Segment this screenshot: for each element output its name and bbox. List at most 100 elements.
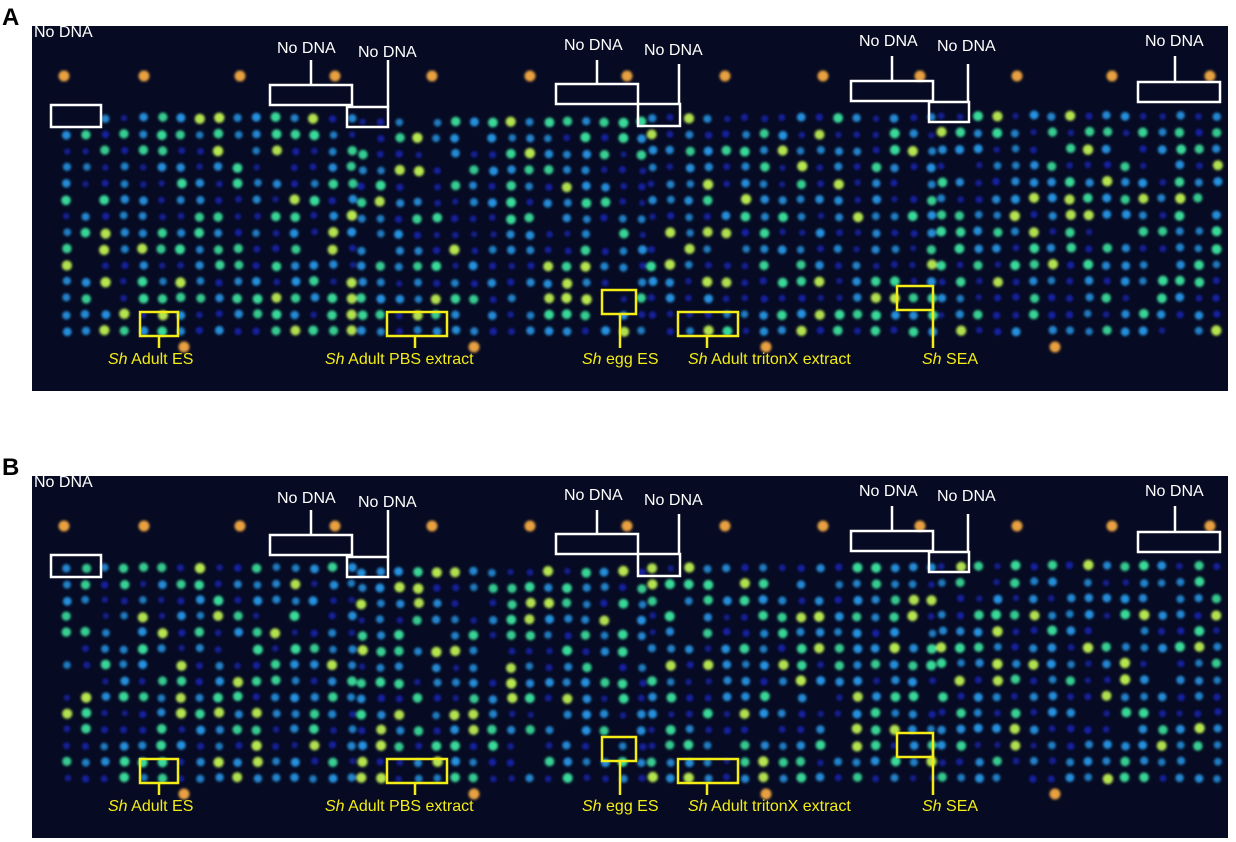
array-spot: [795, 675, 807, 686]
array-spot: [489, 166, 499, 176]
array-spot: [101, 262, 109, 270]
array-spot: [1157, 275, 1168, 286]
array-spot: [524, 213, 534, 223]
array-spot: [668, 711, 675, 718]
array-spot: [581, 615, 590, 624]
array-spot: [100, 659, 111, 670]
array-spot: [310, 629, 318, 637]
array-spot: [348, 194, 358, 204]
array-spot: [452, 694, 459, 702]
array-spot: [739, 578, 751, 589]
array-spot: [348, 178, 358, 189]
array-spot: [252, 756, 263, 767]
array-spot: [62, 327, 72, 337]
array-spot: [507, 294, 516, 303]
array-spot: [450, 180, 461, 191]
array-spot: [543, 598, 555, 609]
array-spot: [835, 131, 842, 138]
array-spot: [1085, 178, 1094, 187]
array-spot: [665, 740, 675, 750]
array-spot: [1102, 579, 1110, 587]
array-spot: [508, 134, 517, 142]
array-spot: [100, 563, 109, 572]
array-spot: [870, 756, 880, 766]
array-spot: [890, 326, 898, 334]
array-spot: [102, 678, 109, 685]
array-spot: [1121, 693, 1129, 702]
array-spot: [759, 645, 768, 653]
array-spot: [545, 614, 554, 624]
array-spot: [450, 740, 460, 751]
array-spot: [450, 133, 459, 143]
array-spot: [81, 278, 91, 287]
antigen-label-sea: Sh SEA: [922, 798, 979, 815]
array-spot: [394, 662, 403, 671]
array-spot: [956, 611, 965, 620]
no-dna-label: No DNA: [564, 37, 623, 54]
array-spot: [795, 756, 806, 767]
array-spot: [835, 677, 844, 687]
array-spot: [992, 693, 1001, 702]
array-spot: [139, 130, 148, 139]
array-spot: [395, 695, 403, 703]
array-spot: [1010, 674, 1021, 684]
array-spot: [158, 180, 165, 187]
array-spot: [1103, 161, 1112, 169]
array-spot: [852, 612, 862, 622]
array-spot: [890, 179, 898, 187]
marker-spot: [524, 70, 536, 82]
array-spot: [637, 632, 646, 641]
array-spot: [506, 180, 516, 191]
array-spot: [852, 691, 863, 702]
species-abbrev: Sh: [922, 351, 942, 368]
array-spot: [251, 277, 261, 286]
array-spot: [544, 293, 555, 304]
array-spot: [938, 145, 947, 154]
array-spot: [357, 261, 366, 271]
array-spot: [939, 759, 946, 767]
array-spot: [376, 663, 385, 672]
array-spot: [686, 180, 695, 188]
array-spot: [213, 692, 223, 703]
array-spot: [599, 117, 609, 128]
array-spot: [723, 773, 730, 781]
array-spot: [396, 726, 405, 735]
array-spot: [433, 727, 441, 735]
array-spot: [234, 130, 243, 139]
no-dna-box: [849, 79, 935, 103]
array-spot: [817, 212, 825, 219]
array-spot: [1047, 177, 1056, 187]
array-spot: [330, 597, 337, 604]
array-spot: [216, 180, 223, 188]
array-spot: [564, 230, 571, 237]
array-spot: [665, 278, 674, 287]
array-spot: [992, 111, 1003, 122]
array-spot: [1138, 326, 1148, 336]
array-spot: [722, 692, 732, 702]
array-spot: [797, 726, 805, 734]
array-spot: [871, 212, 880, 221]
array-spot: [1084, 126, 1095, 137]
array-spot: [1048, 577, 1057, 587]
array-spot: [544, 117, 555, 128]
array-spot: [468, 630, 479, 640]
array-spot: [358, 617, 365, 624]
array-spot: [1175, 773, 1184, 783]
array-spot: [118, 563, 129, 573]
array-spot: [991, 609, 1002, 620]
array-spot: [937, 210, 947, 220]
array-spot: [928, 581, 935, 588]
no-dna-box: [268, 83, 354, 107]
array-spot: [375, 261, 385, 271]
array-spot: [742, 327, 750, 335]
array-spot: [1195, 113, 1202, 120]
array-spot: [928, 629, 937, 638]
array-spot: [740, 613, 748, 621]
array-spot: [119, 660, 128, 669]
array-spot: [101, 130, 110, 139]
array-spot: [348, 563, 357, 572]
array-spot: [1048, 741, 1056, 750]
array-spot: [926, 277, 936, 287]
array-spot: [375, 180, 386, 191]
array-spot: [1066, 708, 1076, 718]
